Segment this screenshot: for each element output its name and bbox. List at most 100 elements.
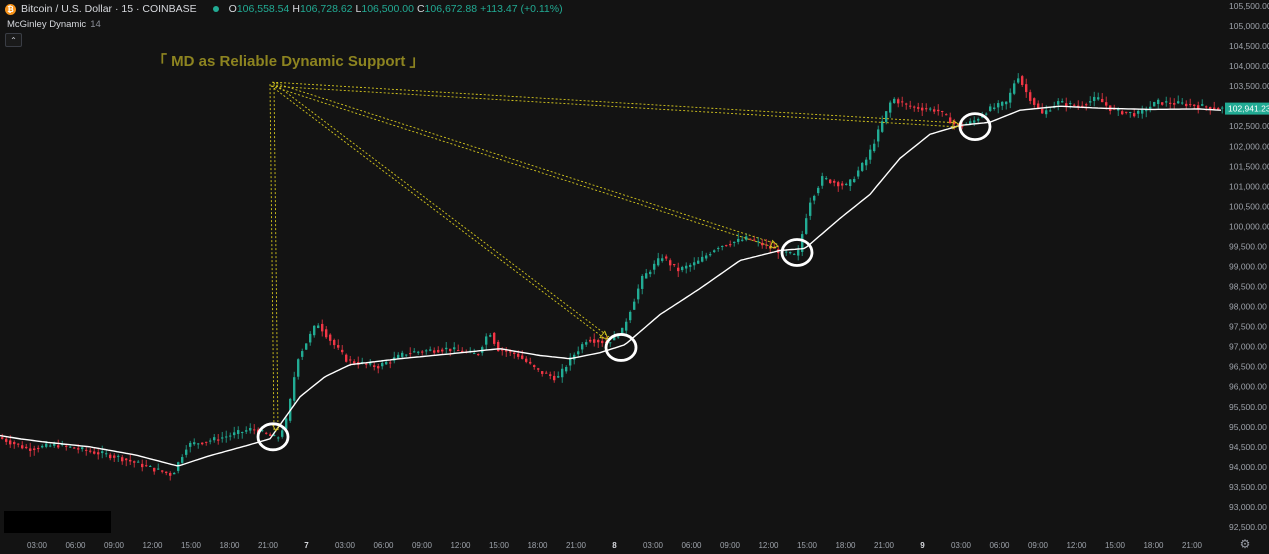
candle-body — [973, 120, 976, 123]
candle-body — [113, 455, 116, 458]
candle-body — [953, 120, 956, 124]
x-tick-label: 03:00 — [643, 541, 664, 550]
candle-body — [625, 321, 628, 331]
candle-body — [249, 427, 252, 431]
market-status-icon — [212, 6, 219, 12]
candle-body — [281, 430, 284, 437]
y-tick-label: 100,500.00 — [1229, 201, 1269, 211]
candle-body — [649, 271, 652, 275]
candle-body — [449, 348, 452, 352]
candle-body — [1081, 105, 1084, 107]
candle-body — [313, 325, 316, 336]
x-tick-label: 21:00 — [258, 541, 279, 550]
x-tick-label: 18:00 — [1143, 541, 1164, 550]
candle-body — [1065, 103, 1068, 107]
x-axis: 03:00 06:00 09:00 12:00 15:00 18:00 21:00 7 03:0… — [27, 541, 1203, 550]
candle-body — [581, 344, 584, 350]
candlestick-series — [1, 73, 1224, 481]
candle-body — [657, 258, 660, 266]
candle-body — [53, 443, 56, 446]
ohlc-close: C106,672.88 — [416, 3, 478, 15]
candle-body — [809, 202, 812, 216]
x-tick-label: 12:00 — [142, 541, 163, 550]
collapse-legend-button[interactable]: ⌃ — [5, 33, 22, 47]
candle-body — [1185, 103, 1188, 107]
candle-body — [325, 329, 328, 338]
indicator-legend[interactable]: McGinley Dynamic 14 — [7, 19, 101, 30]
candle-body — [413, 351, 416, 353]
candle-body — [437, 349, 440, 353]
candle-body — [161, 470, 164, 472]
candle-body — [321, 323, 324, 332]
arrow-shaft — [273, 84, 279, 431]
x-tick-label: 03:00 — [335, 541, 356, 550]
price-tag-label: 102,941.23 — [1228, 104, 1269, 114]
candle-body — [697, 260, 700, 264]
candle-body — [77, 448, 80, 450]
candle-body — [873, 143, 876, 152]
candle-body — [709, 254, 712, 256]
candle-body — [1085, 104, 1088, 106]
indicator-param: 14 — [90, 19, 101, 30]
x-tick-label: 12:00 — [758, 541, 779, 550]
y-tick-label: 105,500.00 — [1229, 1, 1269, 11]
ohlc-low: L106,500.00 — [355, 3, 414, 15]
chart-header: ₿ Bitcoin / U.S. Dollar · 15 · COINBASE … — [0, 0, 563, 18]
candle-body — [597, 340, 600, 343]
candle-body — [101, 451, 104, 454]
candle-body — [665, 256, 668, 259]
candle-body — [1001, 101, 1004, 106]
y-tick-label: 96,500.00 — [1229, 362, 1267, 372]
candle-body — [1157, 99, 1160, 104]
y-axis: 92,500.00 93,000.00 93,500.00 94,000.00 94,5… — [1229, 1, 1269, 532]
candle-body — [49, 445, 52, 447]
candle-body — [493, 332, 496, 344]
candle-body — [33, 448, 36, 451]
candle-body — [1221, 107, 1224, 109]
arrow-shaft — [270, 85, 608, 341]
candle-body — [921, 107, 924, 111]
candle-body — [637, 288, 640, 300]
y-tick-label: 95,000.00 — [1229, 422, 1267, 432]
candle-body — [1033, 98, 1036, 105]
candle-body — [69, 446, 72, 448]
y-tick-label: 97,500.00 — [1229, 322, 1267, 332]
y-tick-label: 103,500.00 — [1229, 81, 1269, 91]
candle-body — [345, 354, 348, 362]
candle-body — [669, 260, 672, 266]
candle-body — [273, 435, 276, 437]
candle-body — [905, 103, 908, 105]
candle-body — [245, 430, 248, 432]
y-tick-label: 104,000.00 — [1229, 61, 1269, 71]
arrow-shaft — [271, 85, 960, 128]
candle-body — [441, 349, 444, 352]
price-tag-bg — [1225, 102, 1269, 115]
y-tick-label: 92,500.00 — [1229, 522, 1267, 532]
candle-body — [9, 440, 12, 445]
arrow-shaft — [272, 81, 779, 245]
arrow-shaft — [272, 81, 961, 124]
symbol-label[interactable]: Bitcoin / U.S. Dollar · 15 · COINBASE — [21, 3, 197, 15]
candle-body — [453, 347, 456, 350]
candle-body — [593, 339, 596, 343]
candle-body — [1017, 78, 1020, 83]
candle-body — [1117, 108, 1120, 111]
candle-body — [181, 457, 184, 463]
candle-body — [89, 450, 92, 452]
candle-body — [1129, 111, 1132, 113]
y-tick-label: 99,000.00 — [1229, 262, 1267, 272]
candle-body — [1165, 101, 1168, 103]
gear-icon[interactable]: ⚙ — [1239, 537, 1251, 551]
candle-body — [645, 273, 648, 279]
candle-body — [129, 459, 132, 462]
candle-body — [329, 334, 332, 341]
candle-body — [789, 252, 792, 254]
candle-body — [761, 242, 764, 246]
y-tick-label: 101,500.00 — [1229, 161, 1269, 171]
candle-body — [1197, 105, 1200, 109]
candle-body — [1093, 96, 1096, 101]
candle-body — [385, 361, 388, 365]
candle-body — [57, 445, 60, 448]
candle-body — [457, 350, 460, 352]
